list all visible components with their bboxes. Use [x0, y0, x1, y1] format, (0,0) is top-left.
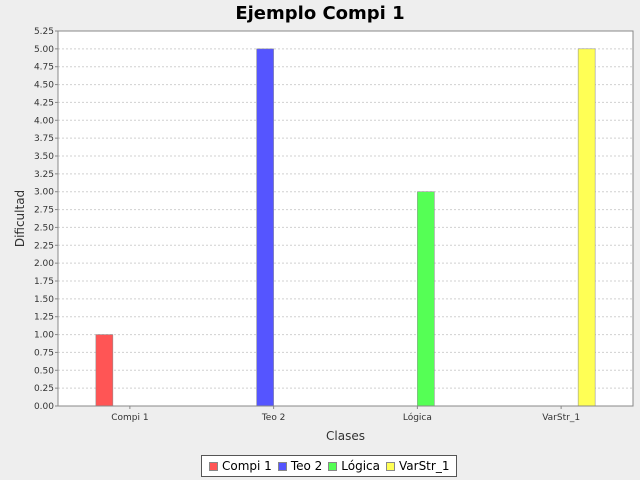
legend-label: Teo 2 [290, 459, 323, 473]
y-tick-label: 2.25 [34, 241, 54, 251]
y-tick-label: 0.00 [34, 402, 54, 412]
x-tick-label: VarStr_1 [542, 413, 580, 423]
bar [417, 191, 435, 407]
bar [95, 334, 114, 407]
legend-item: Lógica [328, 459, 380, 473]
legend-label: VarStr_1 [399, 459, 450, 473]
legend-swatch [328, 461, 338, 471]
y-tick-label: 1.75 [34, 277, 54, 287]
y-tick-label: 3.25 [34, 170, 54, 180]
legend-swatch [277, 461, 287, 471]
x-tick-label: Lógica [403, 412, 432, 423]
y-tick-label: 1.50 [34, 295, 54, 305]
y-tick-label: 0.25 [34, 384, 54, 394]
y-tick-label: 3.75 [34, 134, 54, 144]
legend-swatch [209, 461, 218, 471]
plot-area [58, 31, 633, 406]
x-tick-label: Teo 2 [261, 413, 286, 423]
x-axis-label: Clases [326, 429, 365, 443]
y-tick-label: 1.00 [34, 331, 54, 341]
y-tick-label: 4.25 [34, 98, 54, 108]
plot-border [57, 30, 634, 407]
y-tick-label: 2.00 [34, 259, 54, 269]
legend-swatch [386, 461, 395, 471]
legend-item: VarStr_1 [386, 459, 449, 473]
legend-item: Teo 2 [277, 459, 323, 473]
y-tick-label: 3.50 [34, 152, 54, 162]
y-tick-label: 3.00 [34, 188, 54, 198]
legend-item: Compi 1 [209, 459, 272, 473]
y-tick-label: 1.25 [34, 313, 54, 323]
y-tick-label: 4.50 [34, 81, 54, 91]
y-tick-label: 5.00 [34, 45, 54, 55]
legend-label: Lógica [341, 459, 380, 473]
legend-label: Compi 1 [222, 459, 272, 473]
legend: Compi 1 Teo 2 Lógica VarStr_1 [201, 455, 458, 477]
chart-title: Ejemplo Compi 1 [235, 3, 405, 24]
y-tick-label: 2.75 [34, 206, 54, 216]
y-axis-label: Dificultad [13, 190, 27, 247]
y-tick-label: 0.50 [34, 366, 54, 376]
y-tick-label: 4.75 [34, 63, 54, 73]
y-tick-label: 5.25 [34, 27, 54, 37]
x-tick-label: Compi 1 [111, 413, 148, 423]
bar [256, 48, 274, 407]
y-tick-label: 4.00 [34, 116, 54, 126]
y-tick-label: 0.75 [34, 348, 54, 358]
bar [577, 48, 596, 407]
y-tick-label: 2.50 [34, 223, 54, 233]
